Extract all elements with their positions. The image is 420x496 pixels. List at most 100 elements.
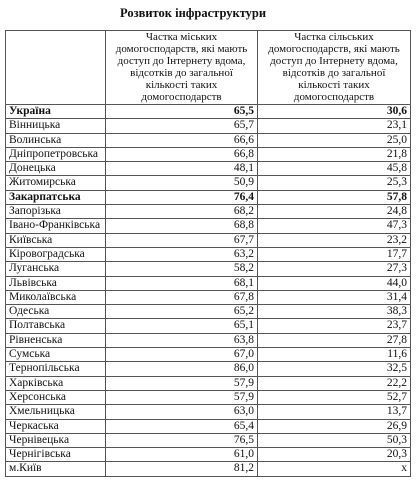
value-cell: 38,3: [257, 304, 411, 320]
table-row: Полтавська 65,1 23,7: [5, 318, 411, 334]
value-cell: 66,8: [105, 146, 258, 163]
value-cell: 68,2: [105, 204, 258, 220]
region-cell: Тернопільська: [5, 361, 106, 377]
value-cell: 27,3: [257, 261, 411, 277]
region-cell: м.Київ: [5, 461, 106, 477]
region-cell: Дніпропетровська: [5, 146, 106, 163]
region-cell: Черкаська: [5, 418, 106, 434]
region-cell: Полтавська: [5, 318, 106, 334]
table-row: Україна 65,5 30,6: [5, 103, 411, 120]
value-cell: 66,6: [105, 132, 258, 148]
region-cell: Харківська: [5, 375, 106, 391]
value-cell: 17,7: [257, 246, 411, 263]
value-cell: 45,8: [257, 161, 411, 177]
value-cell: 61,0: [105, 447, 258, 463]
header-cell: Частка міських домогосподарств, які мают…: [105, 30, 258, 105]
table-body: Україна 65,5 30,6 Вінницька 65,7 23,1 Волинськ…: [5, 103, 411, 477]
region-cell: Сумська: [5, 347, 106, 363]
table-row: Харківська 57,9 22,2: [5, 375, 411, 391]
value-cell: 65,5: [105, 103, 258, 120]
region-cell: Кіровоградська: [5, 246, 106, 263]
value-cell: 25,0: [257, 132, 411, 148]
table-row: Запорізька 68,2 24,8: [5, 204, 411, 220]
region-cell: Чернігівська: [5, 447, 106, 463]
value-cell: 58,2: [105, 261, 258, 277]
value-cell: 67,8: [105, 289, 258, 306]
table-row: Херсонська 57,9 52,7: [5, 389, 411, 406]
table-row: Київська 67,7 23,2: [5, 232, 411, 248]
value-cell: 23,1: [257, 118, 411, 134]
region-cell: Київська: [5, 232, 106, 248]
region-cell: Чернівецька: [5, 432, 106, 449]
value-cell: 48,1: [105, 161, 258, 177]
value-cell: 67,0: [105, 347, 258, 363]
value-cell: 47,3: [257, 218, 411, 234]
value-cell: 76,4: [105, 189, 258, 206]
table: Частка міських домогосподарств, які мают…: [5, 30, 411, 477]
value-cell: 65,2: [105, 304, 258, 320]
table-row: Івано-Франківська 68,8 47,3: [5, 218, 411, 234]
region-cell: Миколаївська: [5, 289, 106, 306]
value-cell: 25,3: [257, 175, 411, 191]
value-cell: 24,8: [257, 204, 411, 220]
value-cell: 81,2: [105, 461, 258, 477]
table-row: м.Київ 81,2 х: [5, 461, 411, 477]
value-cell: 50,3: [257, 432, 411, 449]
value-cell: 23,2: [257, 232, 411, 248]
region-cell: Волинська: [5, 132, 106, 148]
value-cell: х: [257, 461, 411, 477]
table-row: Чернівецька 76,5 50,3: [5, 432, 411, 449]
region-cell: Херсонська: [5, 389, 106, 406]
value-cell: 31,4: [257, 289, 411, 306]
region-cell: Запорізька: [5, 204, 106, 220]
table-row: Вінницька 65,7 23,1: [5, 118, 411, 134]
table-row: Тернопільська 86,0 32,5: [5, 361, 411, 377]
value-cell: 86,0: [105, 361, 258, 377]
value-cell: 11,6: [257, 347, 411, 363]
table-row: Одеська 65,2 38,3: [5, 304, 411, 320]
table-row: Донецька 48,1 45,8: [5, 161, 411, 177]
value-cell: 21,8: [257, 146, 411, 163]
region-cell: Закарпатська: [5, 189, 106, 206]
value-cell: 63,0: [105, 404, 258, 420]
table-row: Сумська 67,0 11,6: [5, 347, 411, 363]
value-cell: 57,8: [257, 189, 411, 206]
region-cell: Одеська: [5, 304, 106, 320]
value-cell: 22,2: [257, 375, 411, 391]
table-row: Чернігівська 61,0 20,3: [5, 447, 411, 463]
region-cell: Хмельницька: [5, 404, 106, 420]
table-row: Рівненська 63,8 27,8: [5, 332, 411, 349]
value-cell: 68,8: [105, 218, 258, 234]
value-cell: 50,9: [105, 175, 258, 191]
value-cell: 68,1: [105, 275, 258, 291]
header-row: Частка міських домогосподарств, які мают…: [5, 30, 411, 105]
table-row: Волинська 66,6 25,0: [5, 132, 411, 148]
value-cell: 30,6: [257, 103, 411, 120]
value-cell: 20,3: [257, 447, 411, 463]
value-cell: 57,9: [105, 389, 258, 406]
table-row: Житомирська 50,9 25,3: [5, 175, 411, 191]
region-cell: Луганська: [5, 261, 106, 277]
region-cell: Львівська: [5, 275, 106, 291]
value-cell: 57,9: [105, 375, 258, 391]
value-cell: 65,7: [105, 118, 258, 134]
table-row: Миколаївська 67,8 31,4: [5, 289, 411, 306]
region-cell: Рівненська: [5, 332, 106, 349]
region-cell: Івано-Франківська: [5, 218, 106, 234]
value-cell: 65,4: [105, 418, 258, 434]
table-row: Черкаська 65,4 26,9: [5, 418, 411, 434]
table-row: Львівська 68,1 44,0: [5, 275, 411, 291]
table-row: Дніпропетровська 66,8 21,8: [5, 146, 411, 163]
value-cell: 32,5: [257, 361, 411, 377]
table-row: Луганська 58,2 27,3: [5, 261, 411, 277]
value-cell: 27,8: [257, 332, 411, 349]
table-row: Кіровоградська 63,2 17,7: [5, 246, 411, 263]
region-cell: Вінницька: [5, 118, 106, 134]
value-cell: 44,0: [257, 275, 411, 291]
value-cell: 76,5: [105, 432, 258, 449]
region-cell: Житомирська: [5, 175, 106, 191]
value-cell: 63,8: [105, 332, 258, 349]
table-row: Закарпатська 76,4 57,8: [5, 189, 411, 206]
value-cell: 26,9: [257, 418, 411, 434]
